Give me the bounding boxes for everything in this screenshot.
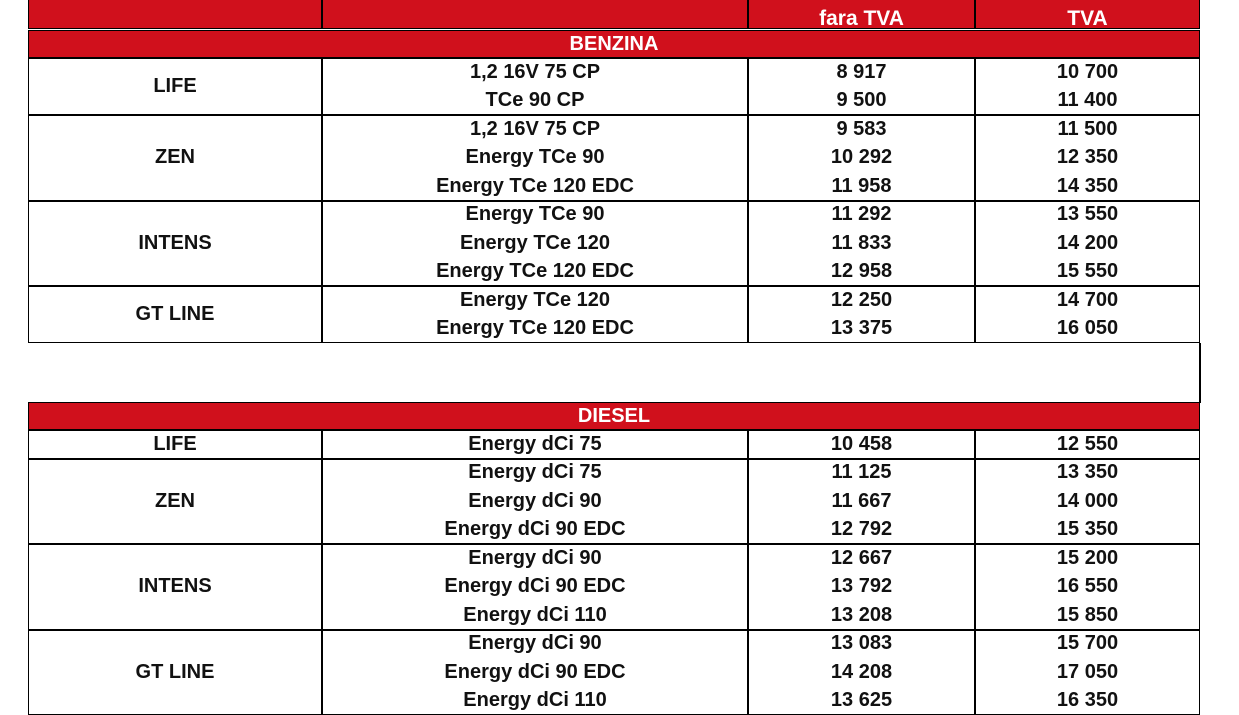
section-title: DIESEL [28, 402, 1200, 430]
price: 13 375 [748, 315, 975, 344]
price: 12 667 [748, 544, 975, 573]
price: 12 250 [748, 286, 975, 315]
section-title: BENZINA [28, 30, 1200, 58]
price: 9 500 [748, 87, 975, 116]
price: 17 050 [975, 658, 1200, 687]
price: 15 550 [975, 258, 1200, 287]
price: 8 917 [748, 58, 975, 87]
price: 16 050 [975, 315, 1200, 344]
version-cell: ZEN [28, 115, 322, 201]
engine: Energy dCi 90 [322, 487, 748, 516]
engine: Energy TCe 90 [322, 201, 748, 230]
version-cell: LIFE [28, 430, 322, 459]
engine: Energy dCi 110 [322, 601, 748, 630]
price: 14 350 [975, 172, 1200, 201]
engine: 1,2 16V 75 CP [322, 58, 748, 87]
version-cell: GT LINE [28, 286, 322, 343]
page: VersiuneMotorizarifara TVATVABENZINALIFE… [0, 0, 1239, 700]
price: 15 200 [975, 544, 1200, 573]
price: 9 583 [748, 115, 975, 144]
engine: Energy dCi 75 [322, 459, 748, 488]
price: 11 400 [975, 87, 1200, 116]
engine: Energy dCi 90 [322, 630, 748, 659]
version-cell: ZEN [28, 459, 322, 545]
price: 13 208 [748, 601, 975, 630]
version-cell: GT LINE [28, 630, 322, 715]
version-cell: INTENS [28, 201, 322, 287]
price: 14 000 [975, 487, 1200, 516]
price: 11 292 [748, 201, 975, 230]
engine: Energy TCe 120 EDC [322, 258, 748, 287]
price: 11 125 [748, 459, 975, 488]
engine: Energy TCe 120 [322, 286, 748, 315]
price: 15 350 [975, 516, 1200, 545]
engine: Energy dCi 90 [322, 544, 748, 573]
price: 11 833 [748, 229, 975, 258]
price: 14 200 [975, 229, 1200, 258]
price: 11 667 [748, 487, 975, 516]
price: 10 458 [748, 430, 975, 459]
version-cell: INTENS [28, 544, 322, 630]
price: 16 550 [975, 573, 1200, 602]
price: 10 700 [975, 58, 1200, 87]
engine: Energy dCi 90 EDC [322, 516, 748, 545]
header-cell: Motorizari [322, 0, 748, 29]
header-cell: fara TVA [748, 0, 975, 29]
table-edge [1199, 343, 1201, 403]
engine: Energy TCe 120 EDC [322, 315, 748, 344]
price: 11 958 [748, 172, 975, 201]
price: 12 550 [975, 430, 1200, 459]
price: 13 792 [748, 573, 975, 602]
price: 15 850 [975, 601, 1200, 630]
header-cell: TVA [975, 0, 1200, 29]
price: 13 550 [975, 201, 1200, 230]
price: 12 792 [748, 516, 975, 545]
price: 10 292 [748, 144, 975, 173]
price: 12 350 [975, 144, 1200, 173]
engine: Energy dCi 90 EDC [322, 658, 748, 687]
engine: TCe 90 CP [322, 87, 748, 116]
engine: Energy TCe 120 EDC [322, 172, 748, 201]
version-cell: LIFE [28, 58, 322, 115]
price: 14 208 [748, 658, 975, 687]
header-cell: Versiune [28, 0, 322, 29]
engine: Energy TCe 120 [322, 229, 748, 258]
price: 13 083 [748, 630, 975, 659]
price: 14 700 [975, 286, 1200, 315]
engine: 1,2 16V 75 CP [322, 115, 748, 144]
price: 16 350 [975, 687, 1200, 715]
engine: Energy TCe 90 [322, 144, 748, 173]
price: 13 625 [748, 687, 975, 715]
engine: Energy dCi 90 EDC [322, 573, 748, 602]
price: 13 350 [975, 459, 1200, 488]
engine: Energy dCi 110 [322, 687, 748, 715]
price: 15 700 [975, 630, 1200, 659]
price: 12 958 [748, 258, 975, 287]
engine: Energy dCi 75 [322, 430, 748, 459]
price: 11 500 [975, 115, 1200, 144]
